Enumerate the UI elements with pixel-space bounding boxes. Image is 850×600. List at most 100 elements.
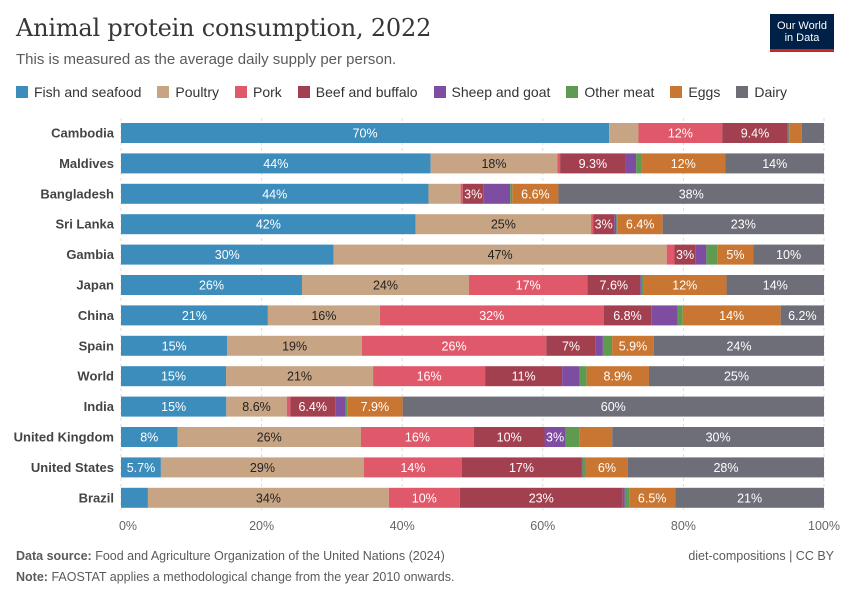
legend-item-beef-and-buffalo[interactable]: Beef and buffalo: [297, 84, 418, 100]
bar-segment[interactable]: [373, 366, 486, 387]
legend-item-fish-and-seafood[interactable]: Fish and seafood: [16, 84, 141, 100]
bar-segment[interactable]: [485, 366, 563, 387]
bar-segment[interactable]: [345, 396, 348, 417]
bar-segment[interactable]: [643, 275, 727, 295]
legend-item-poultry[interactable]: Poultry: [157, 84, 219, 100]
bar-segment[interactable]: [512, 183, 559, 204]
bar-segment[interactable]: [787, 123, 789, 143]
bar-segment[interactable]: [677, 305, 683, 326]
bar-segment[interactable]: [121, 366, 227, 387]
bar-segment[interactable]: [612, 335, 654, 356]
bar-segment[interactable]: [388, 487, 460, 508]
bar-segment[interactable]: [565, 427, 580, 447]
bar-segment[interactable]: [789, 123, 802, 143]
bar-segment[interactable]: [641, 275, 644, 295]
bar-segment[interactable]: [616, 214, 618, 235]
bar-segment[interactable]: [662, 214, 824, 235]
bar-segment[interactable]: [226, 396, 287, 417]
bar-segment[interactable]: [290, 396, 336, 417]
bar-segment[interactable]: [695, 244, 707, 265]
bar-segment[interactable]: [726, 275, 824, 295]
bar-segment[interactable]: [591, 214, 594, 235]
bar-segment[interactable]: [473, 427, 545, 447]
bar-segment[interactable]: [560, 153, 626, 174]
bar-segment[interactable]: [121, 275, 302, 295]
bar-segment[interactable]: [595, 335, 603, 356]
bar-segment[interactable]: [675, 487, 824, 508]
bar-segment[interactable]: [638, 123, 723, 143]
bar-segment[interactable]: [121, 487, 148, 508]
bar-segment[interactable]: [121, 457, 161, 478]
bar-segment[interactable]: [121, 335, 228, 356]
bar-segment[interactable]: [612, 427, 824, 447]
bar-segment[interactable]: [627, 457, 824, 478]
bar-segment[interactable]: [546, 335, 596, 356]
bar-segment[interactable]: [347, 396, 403, 417]
bar-segment[interactable]: [602, 335, 613, 356]
bar-segment[interactable]: [614, 214, 617, 235]
bar-segment[interactable]: [483, 183, 511, 204]
bar-segment[interactable]: [641, 153, 726, 174]
bar-segment[interactable]: [121, 183, 429, 204]
bar-segment[interactable]: [753, 244, 824, 265]
bar-segment[interactable]: [227, 335, 362, 356]
bar-segment[interactable]: [360, 427, 474, 447]
bar-segment[interactable]: [653, 335, 824, 356]
bar-segment[interactable]: [460, 183, 463, 204]
bar-segment[interactable]: [625, 153, 637, 174]
bar-segment[interactable]: [415, 214, 592, 235]
bar-segment[interactable]: [674, 244, 696, 265]
bar-segment[interactable]: [622, 487, 625, 508]
bar-segment[interactable]: [780, 305, 824, 326]
bar-segment[interactable]: [666, 244, 675, 265]
bar-segment[interactable]: [682, 305, 781, 326]
bar-segment[interactable]: [333, 244, 667, 265]
bar-segment[interactable]: [177, 427, 361, 447]
bar-segment[interactable]: [301, 275, 470, 295]
legend-item-eggs[interactable]: Eggs: [670, 84, 720, 100]
bar-segment[interactable]: [361, 335, 547, 356]
bar-segment[interactable]: [722, 123, 788, 143]
legend-item-other-meat[interactable]: Other meat: [566, 84, 654, 100]
bar-segment[interactable]: [788, 123, 790, 143]
bar-segment[interactable]: [640, 275, 642, 295]
bar-segment[interactable]: [801, 123, 824, 143]
legend-item-sheep-and-goat[interactable]: Sheep and goat: [433, 84, 550, 100]
bar-segment[interactable]: [648, 366, 824, 387]
bar-segment[interactable]: [706, 244, 718, 265]
bar-segment[interactable]: [579, 366, 587, 387]
legend-item-dairy[interactable]: Dairy: [736, 84, 787, 100]
bar-segment[interactable]: [121, 214, 416, 235]
bar-segment[interactable]: [469, 275, 588, 295]
bar-segment[interactable]: [430, 153, 558, 174]
bar-segment[interactable]: [147, 487, 389, 508]
bar-segment[interactable]: [402, 396, 824, 417]
bar-segment[interactable]: [510, 183, 513, 204]
bar-segment[interactable]: [586, 366, 649, 387]
bar-segment[interactable]: [609, 123, 639, 143]
bar-segment[interactable]: [459, 487, 623, 508]
bar-segment[interactable]: [428, 183, 461, 204]
chart-slug-license[interactable]: diet-compositions | CC BY: [688, 549, 834, 563]
bar-segment[interactable]: [335, 396, 346, 417]
bar-segment[interactable]: [121, 123, 610, 143]
bar-segment[interactable]: [581, 457, 583, 478]
bar-segment[interactable]: [461, 457, 582, 478]
owid-logo[interactable]: Our World in Data: [770, 14, 834, 52]
bar-segment[interactable]: [636, 153, 642, 174]
bar-segment[interactable]: [593, 214, 615, 235]
bar-segment[interactable]: [557, 153, 561, 174]
bar-segment[interactable]: [286, 396, 291, 417]
bar-segment[interactable]: [579, 427, 613, 447]
bar-segment[interactable]: [562, 366, 580, 387]
bar-segment[interactable]: [226, 366, 374, 387]
bar-segment[interactable]: [624, 487, 630, 508]
bar-segment[interactable]: [725, 153, 824, 174]
bar-segment[interactable]: [121, 244, 334, 265]
bar-segment[interactable]: [121, 305, 268, 326]
legend-item-pork[interactable]: Pork: [234, 84, 282, 100]
bar-segment[interactable]: [379, 305, 604, 326]
bar-segment[interactable]: [544, 427, 566, 447]
bar-segment[interactable]: [160, 457, 364, 478]
bar-segment[interactable]: [587, 275, 641, 295]
